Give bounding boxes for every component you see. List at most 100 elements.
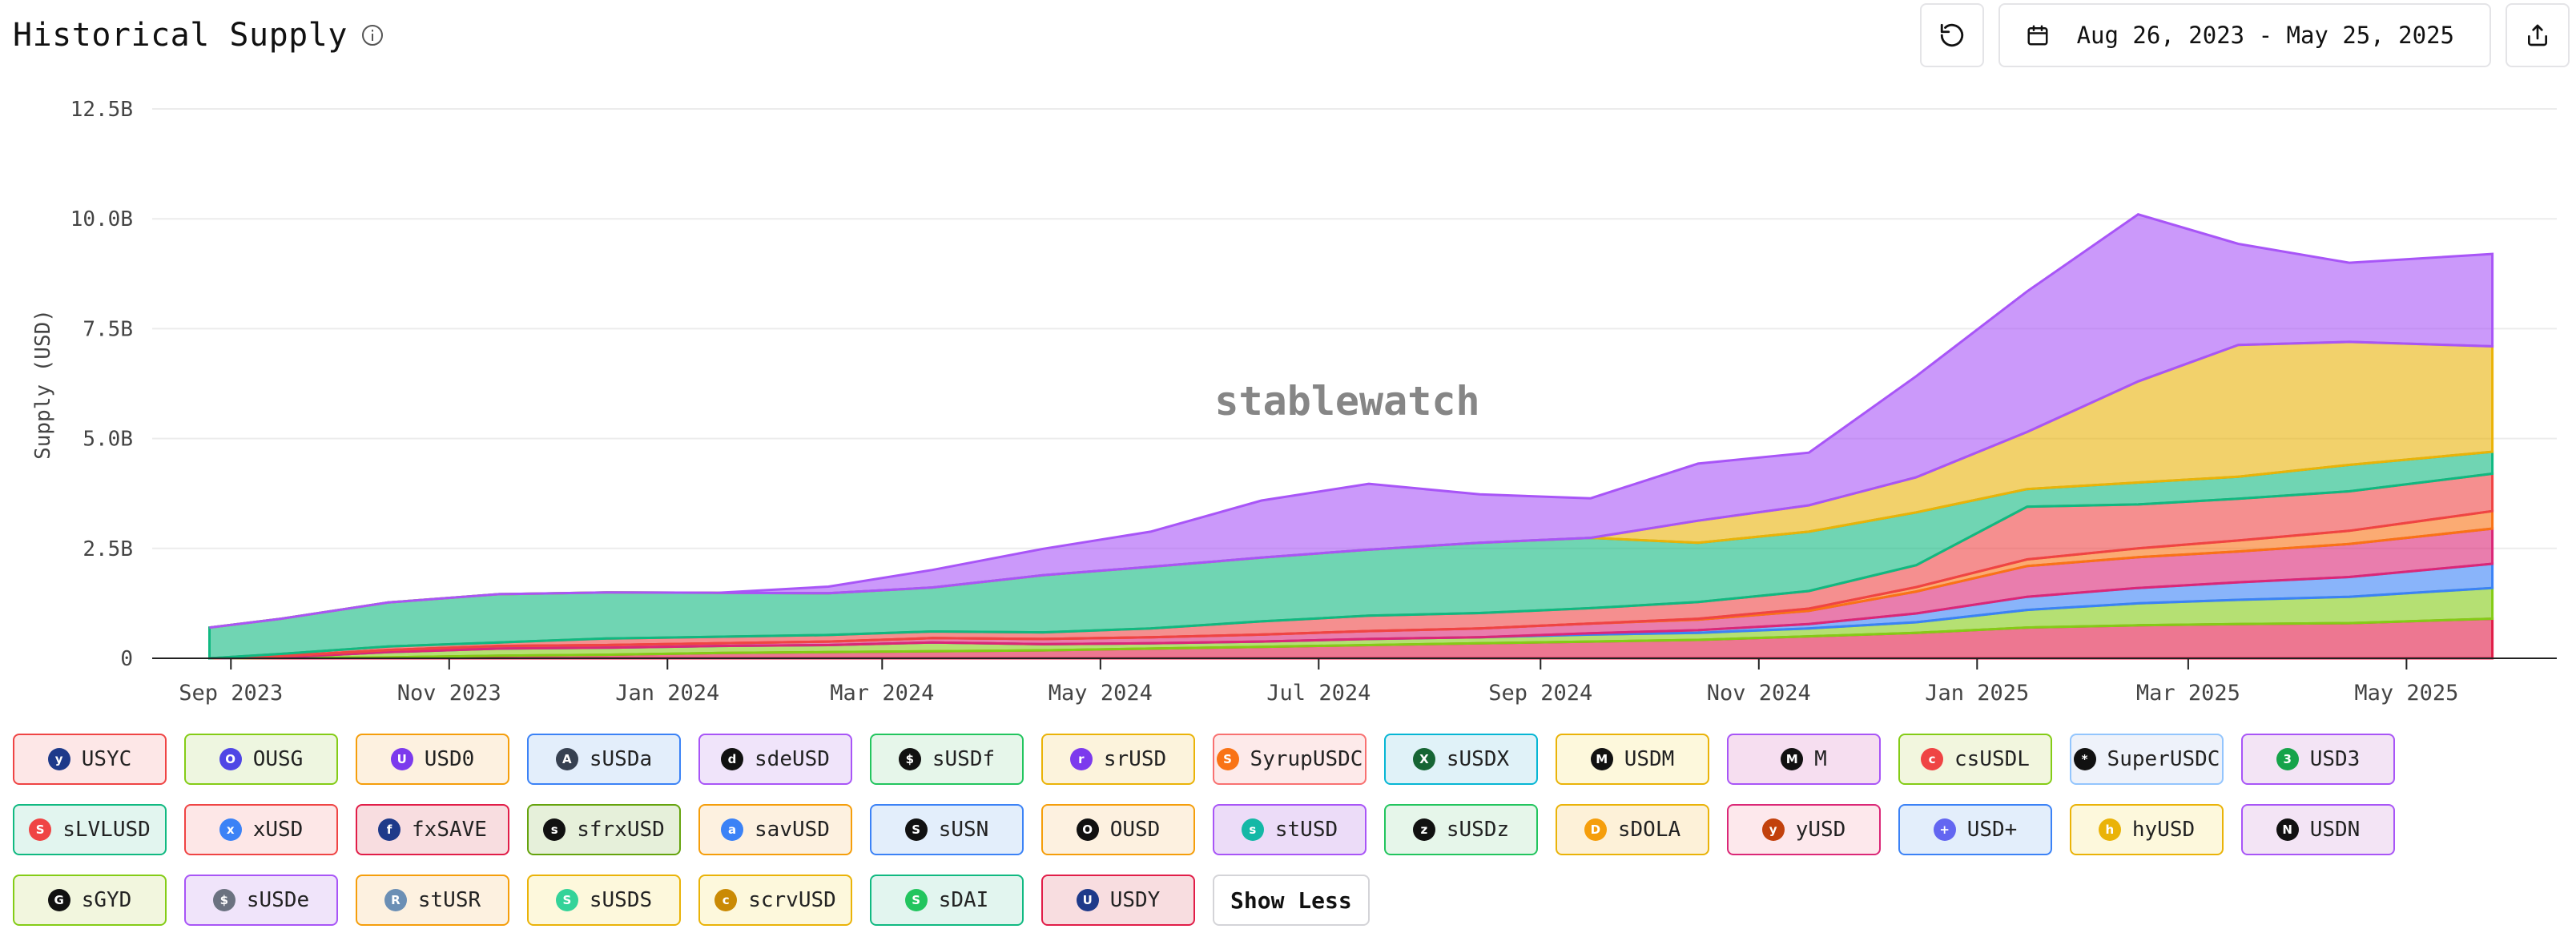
reset-button[interactable] [1919, 3, 1984, 67]
y-tick-label: 2.5B [83, 537, 133, 561]
sdeusd-token-icon: d [721, 748, 744, 770]
x-tick-label: Mar 2025 [2136, 681, 2240, 705]
srusd-token-icon: r [1069, 748, 1093, 770]
scrvusd-token-icon: c [714, 889, 738, 911]
share-button[interactable] [2506, 3, 2570, 67]
legend-item-superusdc[interactable]: * SuperUSDC [2070, 734, 2224, 785]
x-tick-label: May 2025 [2354, 681, 2458, 705]
x-tick-label: Sep 2023 [179, 681, 283, 705]
watermark: stablewatch [1214, 378, 1479, 424]
area-m [209, 213, 2494, 629]
legend-item-usdy[interactable]: U USDY [1041, 875, 1195, 926]
legend-label: savUSD [755, 818, 830, 842]
susds-token-icon: S [555, 889, 578, 911]
legend-label: scrvUSD [748, 888, 836, 912]
legend-label: stUSR [417, 888, 481, 912]
y-tick-label: 10.0B [70, 207, 133, 231]
usdy-token-icon: U [1076, 889, 1099, 911]
legend-label: USDN [2309, 818, 2361, 842]
y-tick-label: 7.5B [83, 317, 133, 341]
page-title: Historical Supply [13, 17, 348, 54]
slvlusd-token-icon: S [29, 818, 52, 841]
fxsave-token-icon: f [378, 818, 401, 841]
chart-toolbar: Aug 26, 2023 - May 25, 2025 [1919, 3, 2570, 67]
legend-label: sGYD [81, 888, 132, 912]
legend-item-savusd[interactable]: a savUSD [698, 804, 852, 855]
usyc-token-icon: y [47, 748, 70, 770]
legend-item-sdeusd[interactable]: d sdeUSD [698, 734, 852, 785]
legend-label: xUSD [252, 818, 304, 842]
legend-label: sUSDe [246, 888, 310, 912]
legend-label: USDY [1109, 888, 1161, 912]
legend-item-scrvusd[interactable]: c scrvUSD [698, 875, 852, 926]
legend-item-syrupusdc[interactable]: S SyrupUSDC [1213, 734, 1366, 785]
legend-item-srusd[interactable]: r srUSD [1041, 734, 1195, 785]
legend-item-stusd[interactable]: s stUSD [1213, 804, 1366, 855]
legend-label: fxSAVE [412, 818, 487, 842]
y-tick-label: 0 [120, 647, 133, 671]
legend-item-yusd[interactable]: y yUSD [1727, 804, 1881, 855]
syrupusdc-token-icon: S [1216, 748, 1239, 770]
hyusd-token-icon: h [2098, 818, 2121, 841]
legend-item-fxsave[interactable]: f fxSAVE [356, 804, 509, 855]
legend-item-susdz[interactable]: z sUSDz [1384, 804, 1538, 855]
legend-item-usyc[interactable]: y USYC [13, 734, 167, 785]
legend-item-ousd[interactable]: O OUSD [1041, 804, 1195, 855]
usdn-token-icon: N [2276, 818, 2299, 841]
usd0-token-icon: U [390, 748, 413, 770]
legend-label: SuperUSDC [2107, 747, 2220, 771]
legend-item-susde[interactable]: $ sUSDe [184, 875, 338, 926]
legend-label: OUSD [1109, 818, 1161, 842]
legend-label: USD+ [1966, 818, 2018, 842]
superusdc-token-icon: * [2073, 748, 2096, 770]
legend-item-usd0[interactable]: U USD0 [356, 734, 509, 785]
legend-item-susdf[interactable]: $ sUSDf [870, 734, 1024, 785]
date-range-picker[interactable]: Aug 26, 2023 - May 25, 2025 [1998, 3, 2491, 67]
sdola-token-icon: D [1584, 818, 1607, 841]
y-axis: 0 2.5B 5.0B 7.5B 10.0B 12.5B [70, 98, 133, 671]
legend-item-csusdl[interactable]: c csUSDL [1898, 734, 2052, 785]
stusr-token-icon: R [384, 889, 407, 911]
legend-item-xusd[interactable]: x xUSD [184, 804, 338, 855]
sdai-token-icon: S [904, 889, 928, 911]
legend-label: sfrxUSD [577, 818, 665, 842]
reset-icon [1940, 23, 1963, 47]
legend-label: sUSN [938, 818, 989, 842]
legend-label: csUSDL [1954, 747, 2030, 771]
sfrxusd-token-icon: s [543, 818, 566, 841]
x-axis: Sep 2023 Nov 2023 Jan 2024 Mar 2024 May 2024… [152, 657, 2557, 705]
yusd-token-icon: y [1761, 818, 1785, 841]
legend-item-usdn[interactable]: N USDN [2241, 804, 2395, 855]
susde-token-icon: $ [212, 889, 235, 911]
legend-label: M [1814, 747, 1827, 771]
info-icon[interactable] [360, 23, 384, 47]
legend-item-usd+[interactable]: + USD+ [1898, 804, 2052, 855]
share-icon [2528, 24, 2547, 46]
show-less-button[interactable]: Show Less [1213, 875, 1370, 926]
legend-label: sUSDa [589, 747, 653, 771]
legend-item-usdm[interactable]: M USDM [1556, 734, 1709, 785]
supply-area-chart: 0 2.5B 5.0B 7.5B 10.0B 12.5B Sep 2023 Nov 2023… [31, 98, 2557, 705]
legend-item-ousg[interactable]: O OUSG [184, 734, 338, 785]
chart-header: Historical Supply [13, 14, 384, 56]
x-tick-label: Jul 2024 [1266, 681, 1371, 705]
legend-item-usd3[interactable]: 3 USD3 [2241, 734, 2395, 785]
legend-item-sfrxusd[interactable]: s sfrxUSD [527, 804, 681, 855]
legend-label: srUSD [1103, 747, 1167, 771]
area-series [208, 213, 2494, 660]
legend-item-hyusd[interactable]: h hyUSD [2070, 804, 2224, 855]
x-tick-label: May 2024 [1049, 681, 1153, 705]
ousg-token-icon: O [219, 748, 242, 770]
susdf-token-icon: $ [898, 748, 921, 770]
